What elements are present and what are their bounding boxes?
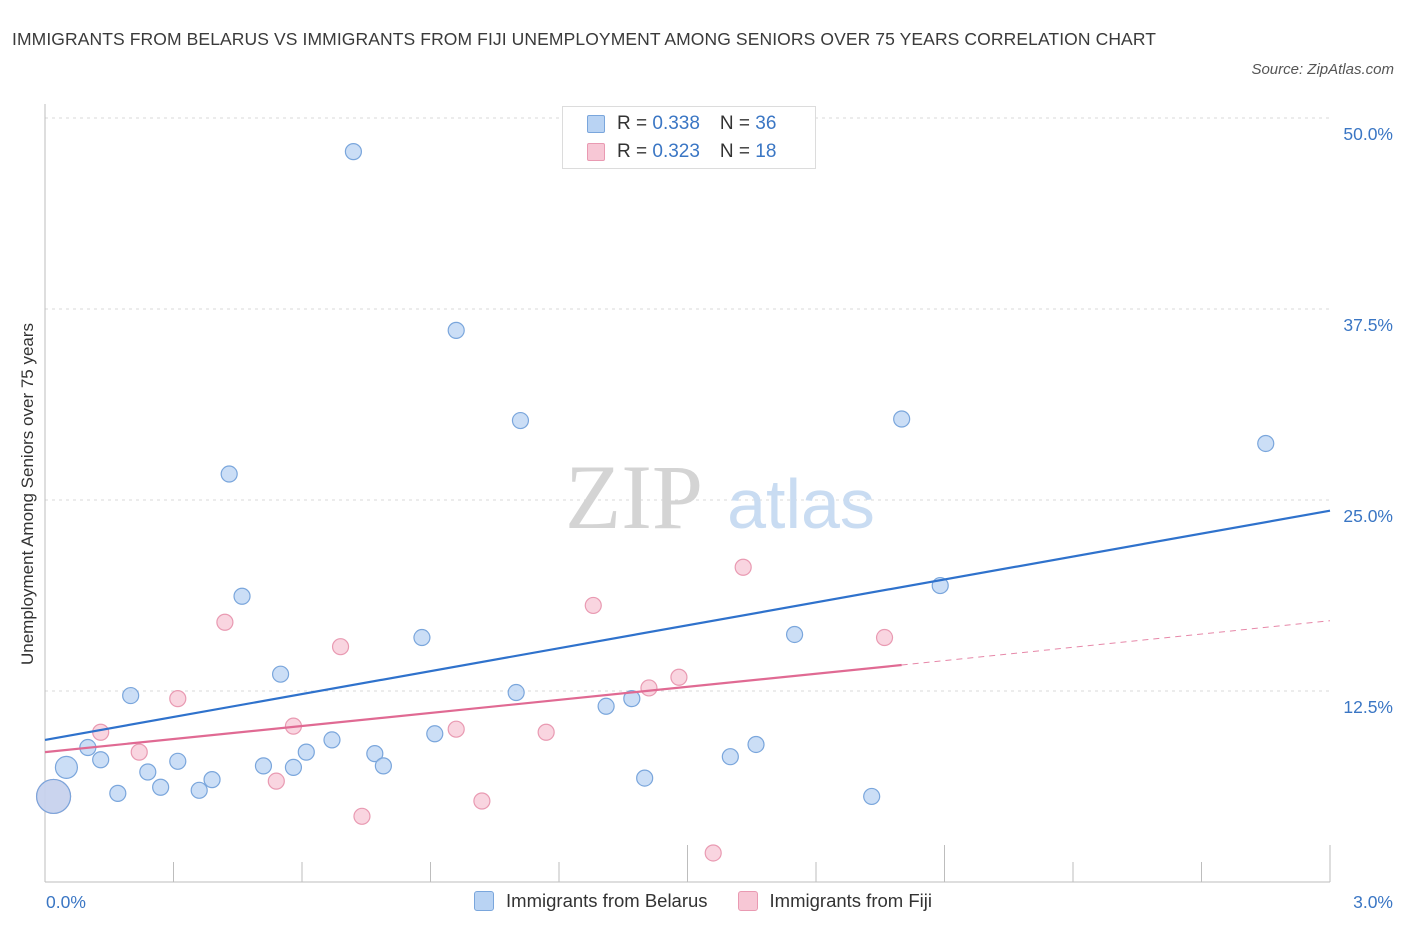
fiji-point [670,668,688,686]
fiji-point [169,690,187,708]
fiji-point [92,723,110,741]
tick-labels: 12.5% 25.0% 37.5% 50.0% 0.0% 3.0% [46,124,1393,912]
x-tick-label: 3.0% [1353,892,1393,912]
belarus-point [220,465,238,483]
chart-title: IMMIGRANTS FROM BELARUS VS IMMIGRANTS FR… [12,29,1157,49]
belarus-point [447,321,465,339]
fiji-point [704,844,722,862]
legend-r-label: R = [617,141,653,162]
belarus-point [374,757,392,775]
x-tick-label: 0.0% [46,892,86,912]
belarus-point [54,755,79,780]
watermark-atlas: atlas [727,465,875,543]
grid-layer [45,117,1330,692]
y-tick-label: 25.0% [1343,506,1393,526]
fiji-point [875,628,894,647]
belarus-point [92,751,110,769]
belarus-point [344,143,362,161]
belarus-point [636,769,654,787]
belarus-point [190,781,208,799]
legend-swatch-belarus [587,115,605,133]
belarus-point [297,743,315,761]
watermark-zip: ZIP [565,446,703,548]
belarus-point [507,683,525,702]
belarus-point [109,784,127,802]
belarus-trend-line [44,509,1331,741]
legend-n-value: 18 [755,141,777,162]
belarus-point [233,587,251,605]
belarus-point [721,748,739,766]
fiji-point [640,679,658,697]
legend-row-belarus: R = 0.338 N = 36 [587,112,776,136]
fiji-point [584,596,602,615]
series-belarus-points [35,143,1275,815]
belarus-point [254,757,273,775]
belarus-point [893,410,911,428]
fiji-point [216,613,234,631]
series-legend: Immigrants from Belarus Immigrants from … [0,890,1406,912]
legend-swatch-belarus [474,891,495,911]
legend-label-belarus: Immigrants from Belarus [506,890,708,911]
fiji-point [331,638,350,656]
legend-n-value: 36 [755,113,777,134]
legend-item-belarus[interactable]: Immigrants from Belarus [474,890,708,912]
y-axis-label: Unemployment Among Seniors over 75 years [18,322,37,666]
belarus-point [785,625,804,644]
trend-layer [44,509,1331,754]
belarus-point [203,771,221,789]
legend-r-label: R = [617,113,653,134]
belarus-point [122,686,140,705]
belarus-point [366,745,384,763]
legend-r-value: 0.323 [652,141,700,162]
belarus-point [1257,434,1275,453]
legend-n-label: N = [719,141,756,162]
watermark: ZIP atlas [565,446,875,548]
belarus-point [323,731,341,749]
legend-n-label: N = [719,113,756,134]
y-tick-label: 37.5% [1343,315,1393,335]
belarus-point [511,411,530,430]
belarus-point [152,778,170,796]
belarus-point [747,735,765,754]
legend-swatch-fiji [587,143,605,161]
fiji-point [447,720,465,738]
fiji-point [353,807,371,825]
belarus-point [623,690,641,708]
legend-item-fiji[interactable]: Immigrants from Fiji [737,890,932,912]
y-tick-label: 50.0% [1343,124,1393,144]
legend-label-fiji: Immigrants from Fiji [769,890,932,911]
fiji-point [734,558,752,576]
belarus-point [271,665,290,683]
belarus-point [169,752,187,770]
fiji-point [267,772,285,790]
y-tick-label: 12.5% [1343,697,1393,717]
fiji-point [473,792,491,810]
belarus-point [597,697,615,715]
fiji-point [537,723,555,741]
belarus-point [139,763,157,781]
fiji-point [130,743,148,761]
legend-r-value: 0.338 [652,113,700,134]
legend-row-fiji: R = 0.323 N = 18 [587,140,786,164]
legend-swatch-fiji [737,891,758,911]
belarus-point [863,787,881,806]
correlation-legend: R = 0.338 N = 36 R = 0.323 N = 18 [562,106,816,169]
belarus-point [426,725,444,743]
fiji-trend-line [44,663,902,754]
fiji-trend-extension [901,620,1331,666]
belarus-point [413,628,431,647]
belarus-point [35,778,72,815]
belarus-point [284,758,303,777]
source-label: Source: ZipAtlas.com [1251,61,1394,78]
axis-layer [44,104,1331,883]
